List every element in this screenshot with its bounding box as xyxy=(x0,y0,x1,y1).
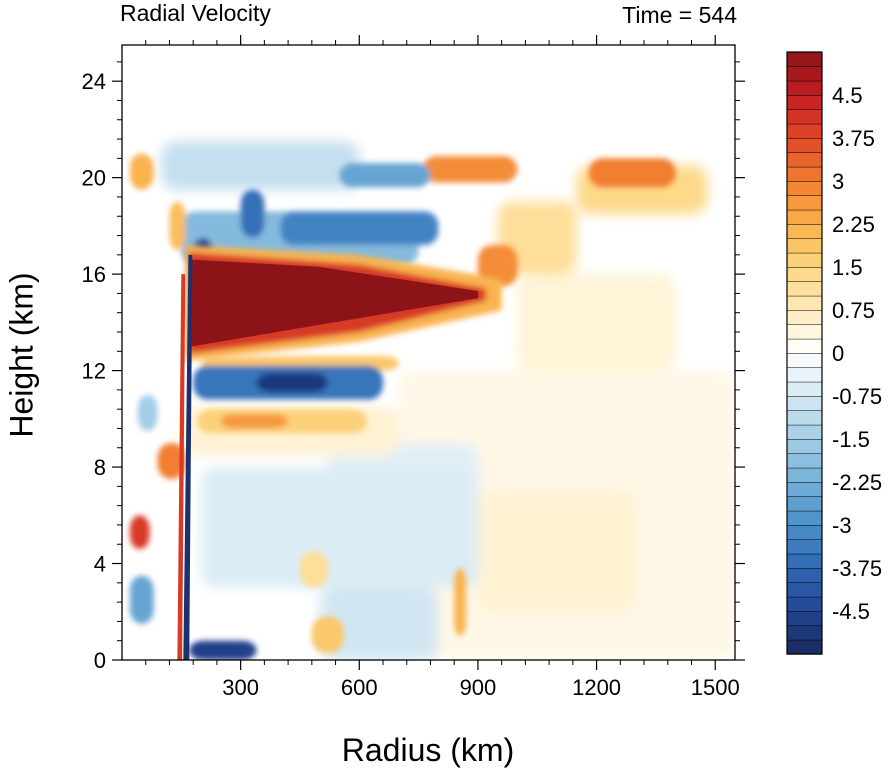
y-tick-label: 12 xyxy=(82,359,106,384)
colorbar-box xyxy=(786,80,823,96)
colorbar-box xyxy=(786,553,823,569)
y-tick-label: 8 xyxy=(94,455,106,480)
colorbar-box xyxy=(786,410,823,426)
colorbar-box xyxy=(786,510,823,526)
plot-axes: 300 600 900 1200 1500 0 4 8 12 16 20 24 xyxy=(82,35,745,700)
colorbar-label: 2.25 xyxy=(832,212,875,237)
colorbar-box xyxy=(786,109,823,125)
colorbar-box xyxy=(786,309,823,325)
colorbar-frame xyxy=(786,51,823,655)
colorbar: 4.5 3.75 3 2.25 1.5 0.75 0 -0.75 -1.5 -2.25 -3 -3.7… xyxy=(786,51,882,655)
colorbar-box xyxy=(786,467,823,483)
x-tick-label: 900 xyxy=(460,675,497,700)
colorbar-box xyxy=(786,295,823,311)
colorbar-box xyxy=(786,453,823,469)
colorbar-box xyxy=(786,582,823,598)
colorbar-box xyxy=(786,395,823,411)
colorbar-box xyxy=(786,539,823,555)
colorbar-box xyxy=(786,424,823,440)
colorbar-label: -3.75 xyxy=(832,556,882,581)
y-tick-label: 4 xyxy=(94,552,106,577)
colorbar-box xyxy=(786,123,823,139)
colorbar-box xyxy=(786,137,823,153)
velocity-field xyxy=(129,141,735,660)
colorbar-label: 0 xyxy=(832,341,844,366)
time-annotation: Time = 544 xyxy=(622,2,737,28)
colorbar-box xyxy=(786,338,823,354)
plot-frame xyxy=(121,44,736,661)
x-axis-label: Radius (km) xyxy=(341,732,515,768)
colorbar-label: -0.75 xyxy=(832,384,882,409)
y-tick-label: 16 xyxy=(82,262,106,287)
colorbar-label: -2.25 xyxy=(832,470,882,495)
x-tick-label: 300 xyxy=(222,675,259,700)
x-tick-label: 1200 xyxy=(572,675,621,700)
colorbar-box xyxy=(786,94,823,110)
colorbar-box xyxy=(786,66,823,82)
colorbar-label: -4.5 xyxy=(832,599,870,624)
y-tick-label: 20 xyxy=(82,166,106,191)
colorbar-label: 0.75 xyxy=(832,298,875,323)
colorbar-box xyxy=(786,596,823,612)
x-tick-label: 1500 xyxy=(691,675,740,700)
colorbar-box xyxy=(786,367,823,383)
colorbar-box xyxy=(786,180,823,196)
y-tick-label: 24 xyxy=(82,69,106,94)
colorbar-label: -1.5 xyxy=(832,427,870,452)
y-tick-label: 0 xyxy=(94,648,106,673)
colorbar-label: 4.5 xyxy=(832,83,863,108)
colorbar-box xyxy=(786,639,823,655)
x-tick-label: 600 xyxy=(341,675,378,700)
colorbar-label: 3.75 xyxy=(832,126,875,151)
colorbar-box xyxy=(786,610,823,626)
colorbar-box xyxy=(786,625,823,641)
colorbar-box xyxy=(786,51,823,67)
colorbar-box xyxy=(786,524,823,540)
colorbar-box xyxy=(786,266,823,282)
colorbar-box xyxy=(786,238,823,254)
colorbar-box xyxy=(786,496,823,512)
colorbar-box xyxy=(786,166,823,182)
colorbar-box xyxy=(786,223,823,239)
colorbar-box xyxy=(786,324,823,340)
colorbar-box xyxy=(786,252,823,268)
colorbar-label: -3 xyxy=(832,513,852,538)
chart-title: Radial Velocity xyxy=(120,0,271,26)
colorbar-box xyxy=(786,481,823,497)
colorbar-box xyxy=(786,381,823,397)
colorbar-box xyxy=(786,352,823,368)
colorbar-label: 3 xyxy=(832,169,844,194)
colorbar-box xyxy=(786,152,823,168)
colorbar-label: 1.5 xyxy=(832,255,863,280)
colorbar-box xyxy=(786,438,823,454)
colorbar-box xyxy=(786,209,823,225)
colorbar-box xyxy=(786,281,823,297)
y-axis-label: Height (km) xyxy=(3,272,40,438)
colorbar-box xyxy=(786,567,823,583)
colorbar-box xyxy=(786,195,823,211)
